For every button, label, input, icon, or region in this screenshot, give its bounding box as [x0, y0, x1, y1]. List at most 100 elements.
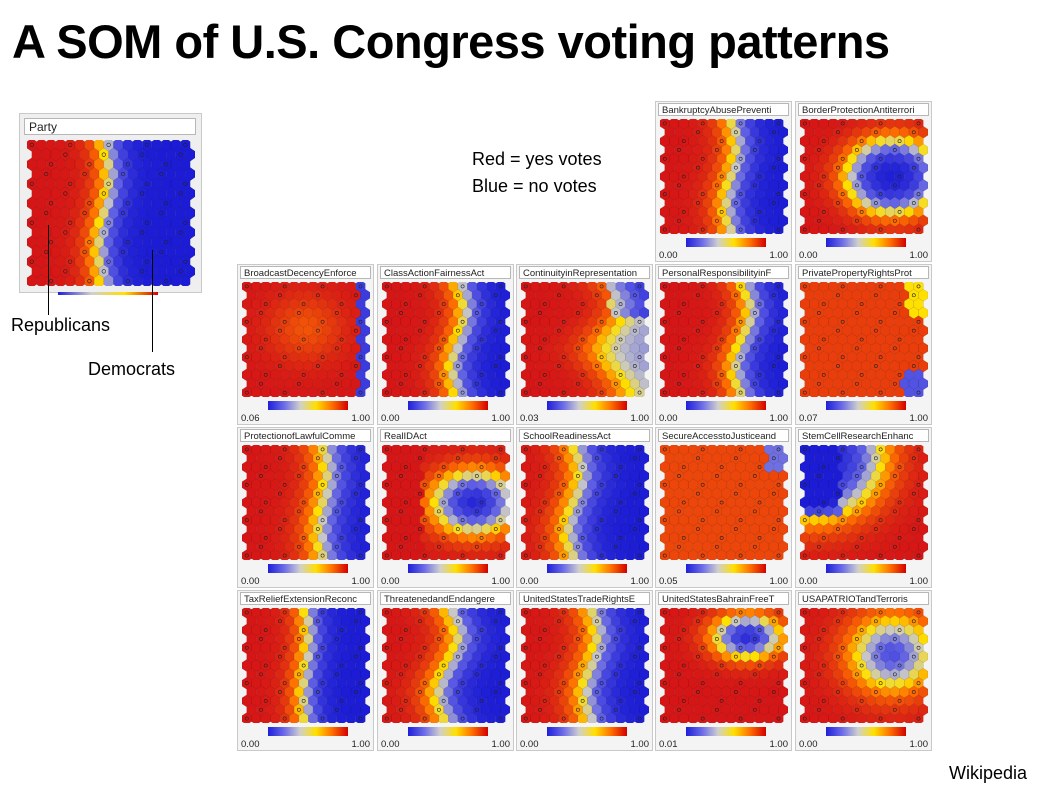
panel-min-value: 0.01: [659, 739, 678, 750]
panel-color-bar: [826, 401, 906, 410]
panel-min-value: 0.00: [659, 413, 678, 424]
som-panel: ThreatenedandEndangere 0.00 1.00: [377, 590, 514, 751]
panel-min-value: 0.00: [520, 739, 539, 750]
panel-color-bar: [547, 727, 627, 736]
panel-min-value: 0.00: [241, 576, 260, 587]
panel-color-bar: [547, 564, 627, 573]
panel-max-value: 1.00: [909, 739, 929, 750]
slide-title: A SOM of U.S. Congress voting patterns: [12, 15, 890, 68]
panel-color-bar: [408, 727, 488, 736]
panel-title: USAPATRIOTandTerroris: [798, 592, 929, 605]
panel-title: PrivatePropertyRightsProt: [798, 266, 929, 279]
som-panel: ProtectionofLawfulComme 0.00 1.00: [237, 427, 374, 588]
panel-color-bar: [826, 727, 906, 736]
panel-hex-map: [242, 608, 370, 723]
panel-title: SecureAccesstoJusticeand: [658, 429, 789, 442]
panel-title: UnitedStatesTradeRightsE: [519, 592, 650, 605]
panel-max-value: 1.00: [769, 250, 789, 261]
panel-title: StemCellResearchEnhanc: [798, 429, 929, 442]
panel-color-bar: [686, 401, 766, 410]
panel-hex-map: [800, 608, 928, 723]
panel-title: ProtectionofLawfulComme: [240, 429, 371, 442]
panel-color-bar: [686, 564, 766, 573]
panel-hex-map: [660, 608, 788, 723]
panel-color-bar: [268, 564, 348, 573]
som-panel: PersonalResponsibilityinF 0.00 1.00: [655, 264, 792, 425]
panel-hex-map: [382, 608, 510, 723]
panel-max-value: 1.00: [351, 739, 371, 750]
panel-color-bar: [686, 727, 766, 736]
panel-color-bar: [826, 238, 906, 247]
panel-title: BankruptcyAbusePreventi: [658, 103, 789, 116]
party-map-title: Party: [24, 118, 196, 135]
panel-hex-map: [521, 282, 649, 397]
panel-color-bar: [268, 727, 348, 736]
panel-min-value: 0.00: [241, 739, 260, 750]
panel-hex-map: [242, 282, 370, 397]
panel-title: BorderProtectionAntiterrori: [798, 103, 929, 116]
panel-hex-map: [660, 445, 788, 560]
panel-color-bar: [268, 401, 348, 410]
panel-max-value: 1.00: [909, 576, 929, 587]
panel-min-value: 0.06: [241, 413, 260, 424]
panel-hex-map: [521, 608, 649, 723]
panel-title: PersonalResponsibilityinF: [658, 266, 789, 279]
panel-color-bar: [547, 401, 627, 410]
republicans-label: Republicans: [11, 315, 111, 335]
panel-title: RealIDAct: [380, 429, 511, 442]
panel-min-value: 0.00: [381, 739, 400, 750]
panel-max-value: 1.00: [491, 413, 511, 424]
som-panel: StemCellResearchEnhanc 0.00 1.00: [795, 427, 932, 588]
som-panel: BroadcastDecencyEnforce 0.06 1.00: [237, 264, 374, 425]
panel-color-bar: [826, 564, 906, 573]
credit-label: Wikipedia: [949, 763, 1028, 783]
panel-max-value: 1.00: [769, 739, 789, 750]
legend-yes: Red = yes votes: [472, 149, 602, 169]
som-panel: USAPATRIOTandTerroris 0.00 1.00: [795, 590, 932, 751]
panel-max-value: 1.00: [491, 739, 511, 750]
panel-max-value: 1.00: [630, 413, 650, 424]
panel-min-value: 0.00: [659, 250, 678, 261]
panel-title: ContinuityinRepresentation: [519, 266, 650, 279]
panel-max-value: 1.00: [769, 413, 789, 424]
panel-hex-map: [242, 445, 370, 560]
panel-hex-map: [800, 282, 928, 397]
panel-max-value: 1.00: [491, 576, 511, 587]
democrats-pointer: [152, 250, 153, 352]
panel-max-value: 1.00: [909, 413, 929, 424]
panel-hex-map: [800, 119, 928, 234]
panel-min-value: 0.03: [520, 413, 539, 424]
panel-min-value: 0.00: [799, 576, 818, 587]
som-panel: TaxReliefExtensionReconc 0.00 1.00: [237, 590, 374, 751]
panel-title: SchoolReadinessAct: [519, 429, 650, 442]
party-color-bar: [58, 292, 158, 295]
panel-title: BroadcastDecencyEnforce: [240, 266, 371, 279]
som-panel: SecureAccesstoJusticeand 0.05 1.00: [655, 427, 792, 588]
color-legend: Red = yes votes Blue = no votes: [472, 146, 602, 200]
panel-max-value: 1.00: [630, 576, 650, 587]
som-panel: ClassActionFairnessAct 0.00 1.00: [377, 264, 514, 425]
panel-max-value: 1.00: [351, 413, 371, 424]
panel-max-value: 1.00: [351, 576, 371, 587]
panel-title: ThreatenedandEndangere: [380, 592, 511, 605]
panel-min-value: 0.05: [659, 576, 678, 587]
som-panel: SchoolReadinessAct 0.00 1.00: [516, 427, 653, 588]
panel-hex-map: [800, 445, 928, 560]
panel-title: UnitedStatesBahrainFreeT: [658, 592, 789, 605]
som-panel: PrivatePropertyRightsProt 0.07 1.00: [795, 264, 932, 425]
panel-hex-map: [382, 282, 510, 397]
panel-hex-map: [382, 445, 510, 560]
som-panel: BorderProtectionAntiterrori 0.00 1.00: [795, 101, 932, 262]
panel-color-bar: [408, 401, 488, 410]
panel-min-value: 0.00: [799, 250, 818, 261]
party-hex-map: [27, 140, 195, 286]
panel-color-bar: [686, 238, 766, 247]
panel-hex-map: [521, 445, 649, 560]
som-panel: BankruptcyAbusePreventi 0.00 1.00: [655, 101, 792, 262]
panel-min-value: 0.00: [520, 576, 539, 587]
panel-max-value: 1.00: [769, 576, 789, 587]
panel-title: TaxReliefExtensionReconc: [240, 592, 371, 605]
legend-no: Blue = no votes: [472, 176, 597, 196]
panel-min-value: 0.00: [799, 739, 818, 750]
som-panel: UnitedStatesBahrainFreeT 0.01 1.00: [655, 590, 792, 751]
